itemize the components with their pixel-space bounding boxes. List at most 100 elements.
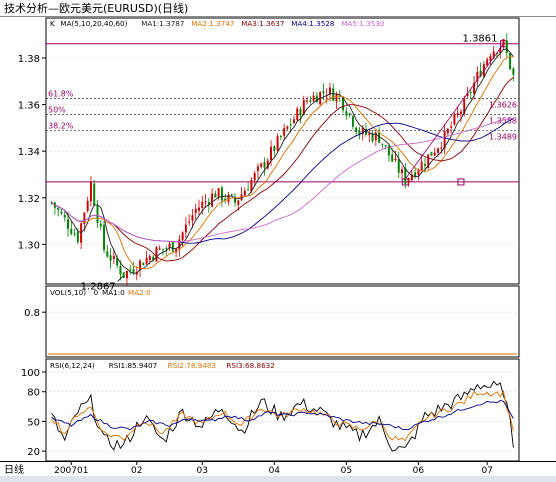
volume-panel-frame (45, 285, 520, 358)
candle-body (86, 200, 89, 211)
date-tick-label: 05 (341, 466, 352, 476)
price-legend-entry: MA1:1.3787 (141, 19, 184, 28)
low-annotation-pointer (117, 276, 123, 282)
candle-body (63, 214, 66, 218)
candle-body (410, 174, 413, 181)
candle-body (348, 113, 351, 115)
candle-body (260, 163, 263, 167)
date-tick-label: 02 (131, 466, 142, 476)
fib-value-label: 1.3489 (489, 132, 517, 141)
rsi-legend-entry: RSI2:78.9483 (168, 361, 216, 370)
candle-body (263, 162, 266, 168)
candle-body (270, 146, 273, 161)
candle-body (256, 166, 259, 171)
status-strip (0, 476, 556, 482)
candle-body (401, 169, 404, 173)
candle-body (329, 87, 331, 95)
price-legend-entry: MA(5,10,20,40,60) (60, 19, 127, 28)
price-legend-entry: K (50, 19, 55, 28)
volume-tick-label: 0.8 (24, 308, 40, 319)
price-legend-entry: MA5:1.3530 (341, 19, 385, 28)
rsi-tick-label: 20 (27, 447, 40, 458)
candle-body (492, 51, 495, 58)
volume-legend-entry: VOL(5,10) (50, 288, 86, 297)
candle-body (315, 95, 318, 103)
candle-body (171, 241, 174, 252)
price-tick-label: 1.30 (18, 240, 40, 251)
candle-body (139, 260, 142, 271)
candle-body (243, 190, 246, 196)
candle-body (129, 269, 132, 271)
candle-body (443, 130, 446, 149)
price-tick-label: 1.38 (18, 54, 40, 65)
candle-body (161, 248, 164, 250)
candle-body (283, 128, 286, 136)
fib-value-label: 1.3558 (489, 116, 517, 125)
ma5-line (51, 48, 514, 274)
candle-body (125, 271, 128, 279)
candle-body (211, 193, 214, 207)
candle-body (198, 207, 200, 211)
price-tick-label: 1.32 (18, 194, 40, 205)
candle-body (168, 243, 171, 248)
candle-body (70, 229, 73, 234)
low-marker-square (457, 178, 465, 186)
date-tick-label: 07 (481, 466, 492, 476)
candle-body (512, 68, 515, 75)
candle-body (165, 248, 168, 250)
candle-body (299, 109, 302, 116)
candle-body (312, 95, 315, 102)
candle-body (496, 52, 498, 54)
candle-body (175, 248, 178, 253)
candle-body (191, 215, 194, 221)
candle-body (355, 127, 358, 133)
candle-body (509, 52, 512, 70)
candle-body (358, 130, 361, 136)
title-bar (0, 0, 556, 16)
candle-body (381, 143, 384, 145)
candle-body (224, 198, 227, 201)
volume-legend-entry: MA1:0 (102, 288, 125, 297)
candle-body (374, 132, 377, 141)
candle-body (57, 208, 60, 210)
candle-body (279, 135, 282, 137)
fib-level-label: 61.8% (48, 90, 74, 99)
candle-body (289, 124, 292, 126)
candle-body (384, 145, 387, 147)
date-tick-label: 04 (269, 466, 281, 476)
rsi-legend-entry: RSI3:68.8632 (226, 361, 274, 370)
date-tick-label: 200701 (54, 466, 88, 476)
candle-body (89, 182, 92, 202)
price-panel: 1.38 1.36 1.34 1.32 1.30 K MA(5,10,20,40,60) MA… (18, 17, 520, 292)
candle-body (306, 100, 309, 102)
candle-body (387, 145, 390, 156)
candle-body (204, 201, 207, 203)
candle-body (423, 164, 426, 166)
candle-body (227, 194, 230, 202)
candle-body (181, 232, 184, 240)
candle-body (73, 233, 76, 235)
candle-body (132, 269, 135, 273)
candle-body (453, 114, 456, 125)
candle-body (158, 248, 161, 250)
candle-body (499, 47, 502, 54)
rsi-line-rsi1 (51, 380, 514, 452)
candle-body (450, 126, 453, 128)
candle-body (345, 111, 348, 116)
candle-body (266, 160, 269, 169)
rsi-tick-label: 100 (21, 368, 40, 379)
candle-body (433, 152, 436, 156)
candle-body (253, 172, 256, 181)
price-legend-entry: MA4:1.3528 (291, 19, 335, 28)
date-tick-label: 06 (413, 466, 425, 476)
candle-body (446, 128, 449, 134)
candle-body (67, 219, 69, 229)
candle-body (122, 272, 125, 278)
rsi-legend-entry: RSI(6,12,24) (50, 361, 95, 370)
candle-body (476, 71, 479, 82)
low-price-annotation: 1.2867 (81, 281, 116, 292)
fib-level-label: 50% (48, 105, 66, 114)
candle-body (76, 231, 79, 243)
